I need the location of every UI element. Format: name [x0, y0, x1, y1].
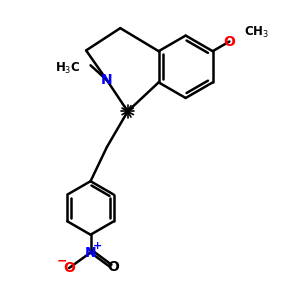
- Text: −: −: [56, 254, 67, 267]
- Text: N: N: [85, 245, 96, 260]
- Text: +: +: [92, 241, 102, 251]
- Text: O: O: [107, 260, 119, 274]
- Text: N: N: [101, 73, 113, 87]
- Text: H$_3$C: H$_3$C: [55, 61, 80, 76]
- Text: CH$_3$: CH$_3$: [244, 25, 269, 40]
- Text: O: O: [224, 34, 236, 49]
- Text: O: O: [63, 261, 75, 275]
